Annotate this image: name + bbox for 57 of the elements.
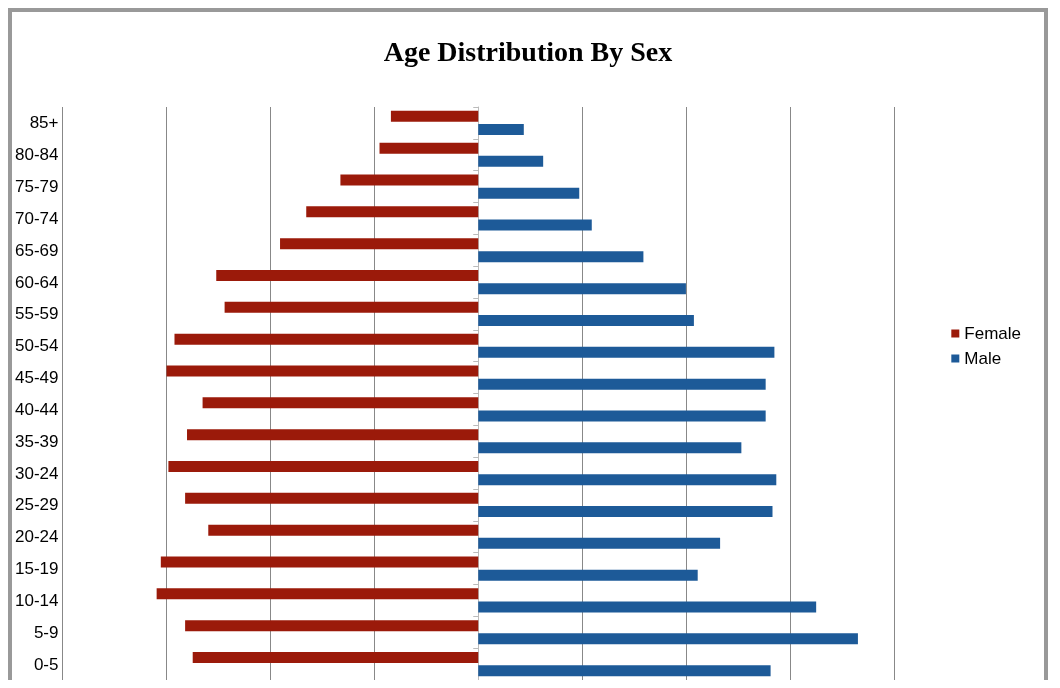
legend-label: Male bbox=[964, 349, 1002, 368]
bar bbox=[390, 110, 479, 122]
bar bbox=[340, 174, 479, 186]
bar bbox=[187, 429, 479, 441]
bar bbox=[166, 365, 479, 377]
y-tick-label: 75-79 bbox=[15, 177, 59, 197]
y-tick-label: 35-39 bbox=[15, 431, 59, 451]
bar bbox=[192, 651, 479, 663]
bar bbox=[478, 187, 580, 199]
y-tick-label: 0-5 bbox=[33, 654, 59, 674]
bar bbox=[280, 238, 479, 250]
bar bbox=[478, 569, 698, 581]
bar bbox=[478, 155, 544, 167]
y-tick-label: 30-24 bbox=[15, 463, 59, 483]
bar bbox=[478, 665, 771, 677]
y-tick-label: 50-54 bbox=[15, 336, 59, 356]
y-tick-label: 15-19 bbox=[15, 559, 59, 579]
bar bbox=[185, 620, 479, 632]
y-tick-label: 45-49 bbox=[15, 368, 59, 388]
y-tick-label: 5-9 bbox=[33, 622, 59, 642]
bar bbox=[478, 474, 777, 486]
bar bbox=[478, 124, 524, 136]
bar bbox=[478, 378, 766, 390]
bar bbox=[379, 142, 479, 154]
bar bbox=[478, 410, 766, 422]
chart-title: Age Distribution By Sex bbox=[383, 35, 673, 67]
bar bbox=[478, 315, 694, 327]
bar bbox=[478, 537, 721, 549]
bar bbox=[160, 556, 479, 568]
y-tick-label: 40-44 bbox=[15, 399, 59, 419]
bar bbox=[174, 333, 479, 345]
bar bbox=[224, 301, 479, 313]
bar bbox=[216, 269, 479, 281]
bar bbox=[478, 442, 742, 454]
y-tick-label: 25-29 bbox=[15, 495, 59, 515]
y-tick-label: 65-69 bbox=[15, 240, 59, 260]
bar bbox=[478, 346, 775, 358]
bar bbox=[156, 588, 479, 600]
y-tick-label: 80-84 bbox=[15, 145, 59, 165]
bar bbox=[185, 492, 479, 504]
bar bbox=[478, 601, 817, 613]
bar bbox=[202, 397, 479, 409]
bar bbox=[306, 206, 479, 218]
legend-label: Female bbox=[964, 324, 1021, 343]
y-tick-label: 60-64 bbox=[15, 272, 59, 292]
y-tick-label: 20-24 bbox=[15, 527, 59, 547]
y-tick-label: 70-74 bbox=[15, 208, 59, 228]
y-tick-label: 10-14 bbox=[15, 590, 59, 610]
bar bbox=[478, 506, 773, 518]
bar bbox=[168, 460, 479, 472]
bar bbox=[208, 524, 479, 536]
bar bbox=[478, 283, 686, 295]
y-tick-label: 85+ bbox=[29, 113, 59, 133]
bar bbox=[478, 251, 644, 263]
y-tick-label: 55-59 bbox=[15, 304, 59, 324]
bar bbox=[478, 633, 858, 645]
bar bbox=[478, 219, 592, 231]
